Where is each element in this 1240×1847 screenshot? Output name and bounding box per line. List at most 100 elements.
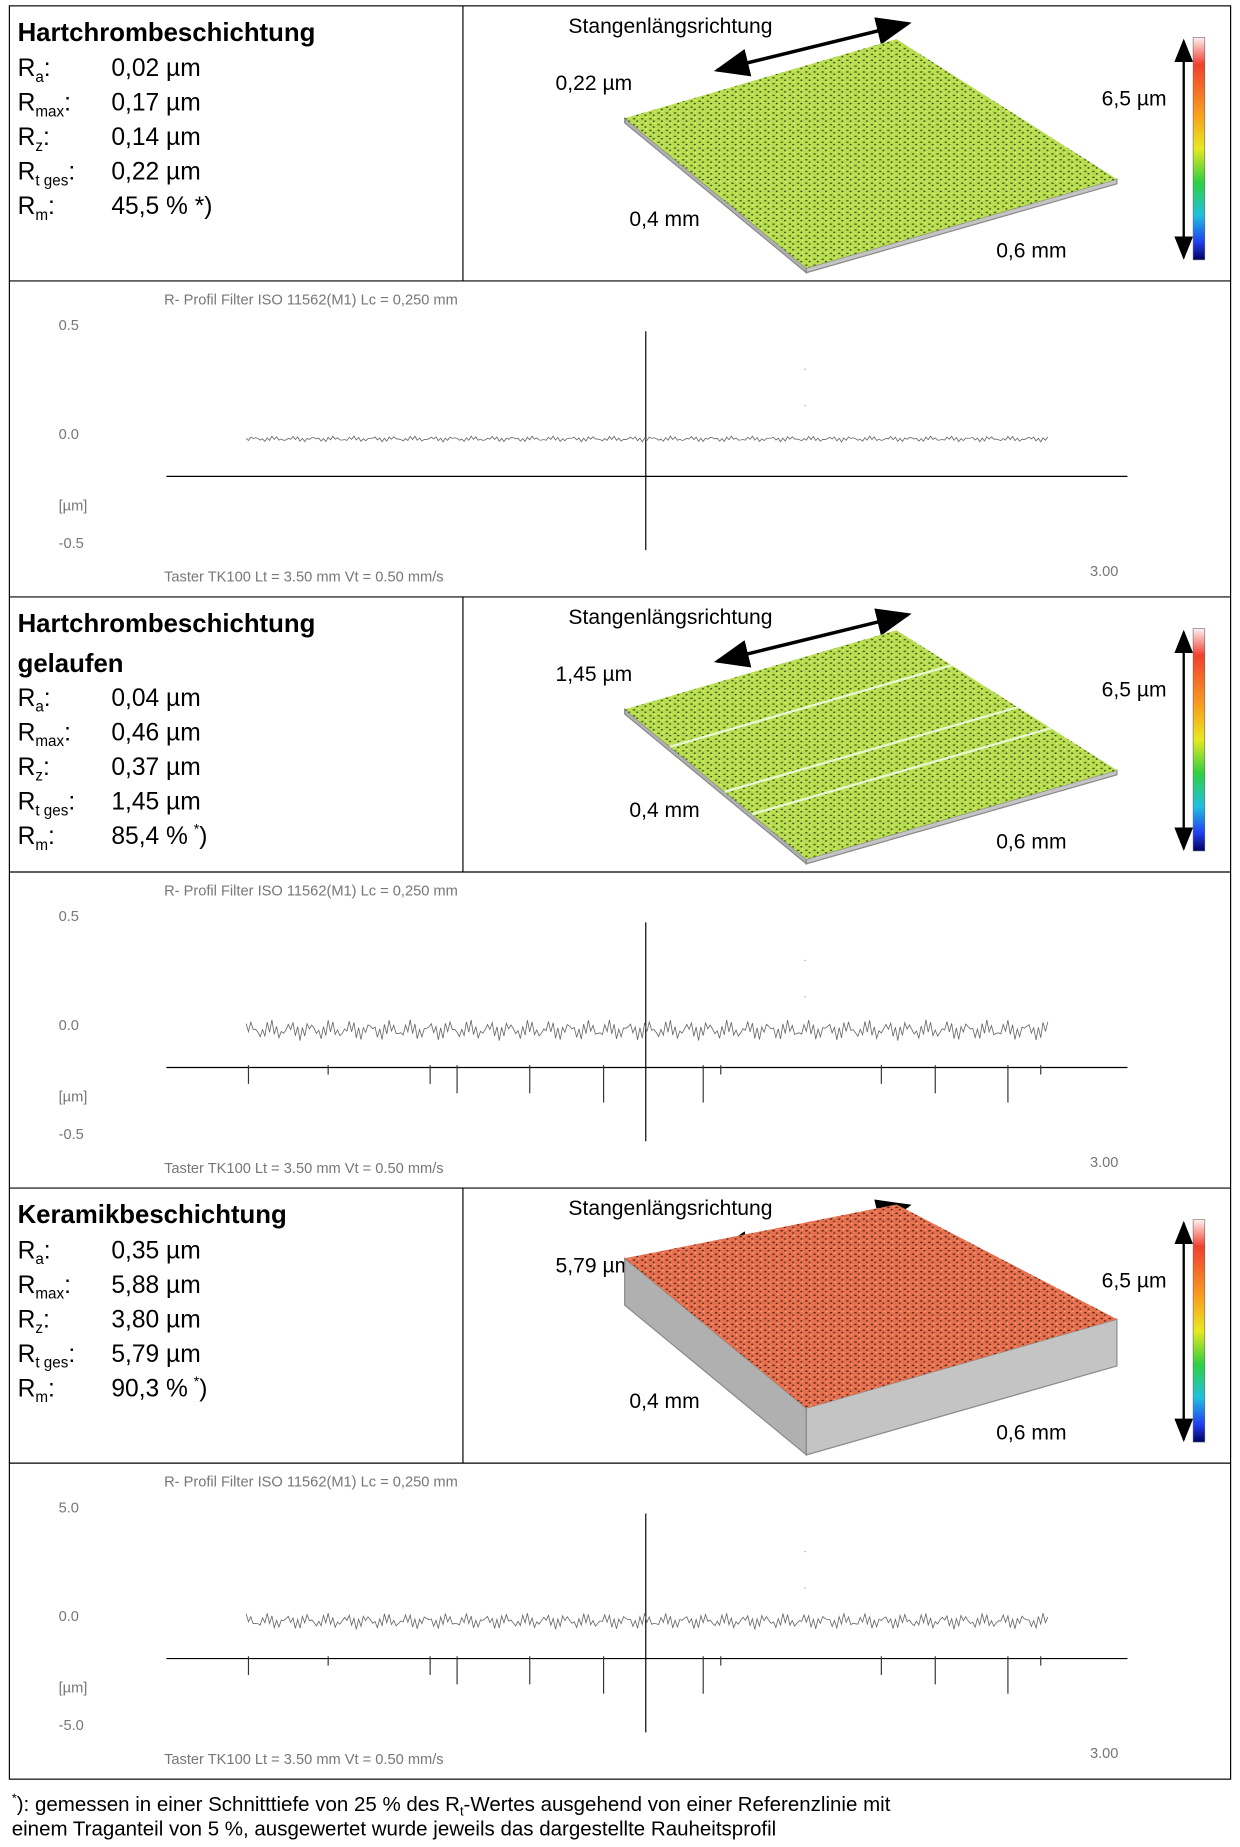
value: 90,3 % — [111, 1375, 188, 1402]
y-tick-label: [µm] — [59, 498, 88, 514]
param-value: 5,79 µm — [111, 1341, 200, 1368]
param-symbol: Rmax: — [18, 1272, 71, 1303]
footnote: einem Traganteil von 5 %, ausgewertet wu… — [12, 1817, 777, 1840]
param-value: 85,4 %*) — [111, 820, 207, 850]
surface — [625, 630, 1117, 859]
param-value: 0,35 µm — [111, 1237, 200, 1264]
param-symbol: Rt ges: — [18, 159, 76, 190]
y-tick-label: 0.0 — [59, 1018, 79, 1034]
colon: : — [48, 1375, 55, 1402]
profile-trace — [246, 1613, 1048, 1629]
profile-footer: Taster TK100 Lt = 3.50 mm Vt = 0.50 mm/s — [164, 570, 444, 586]
param-symbol: Ra: — [18, 55, 51, 86]
value: 0,04 µm — [111, 685, 200, 712]
param-symbol: Rz: — [18, 754, 50, 785]
param-symbol: Rmax: — [18, 90, 71, 121]
subscript: max — [35, 103, 64, 120]
colon: : — [64, 90, 71, 117]
length-label: 0,6 mm — [996, 1422, 1066, 1445]
section: Hartchrombeschichtung Ra: 0,02 µm Rmax: 0,17… — [9, 6, 1230, 586]
symbol: R — [18, 1341, 36, 1368]
param-symbol: Rmax: — [18, 719, 71, 750]
param-value: 5,88 µm — [111, 1272, 200, 1299]
profile-header: R- Profil Filter ISO 11562(M1) Lc = 0,25… — [164, 292, 458, 308]
param-value: 0,02 µm — [111, 55, 200, 82]
profile-end: 3.00 — [1090, 1155, 1118, 1171]
symbol: R — [18, 1306, 36, 1333]
close: ) — [199, 1375, 207, 1402]
value: 3,80 µm — [111, 1306, 200, 1333]
profile-header: R- Profil Filter ISO 11562(M1) Lc = 0,25… — [164, 1475, 458, 1491]
width-label: 0,4 mm — [629, 799, 699, 822]
color-bar — [1193, 37, 1205, 259]
colon: : — [48, 823, 55, 850]
symbol: R — [18, 685, 36, 712]
direction-label: Stangenlängsrichtung — [568, 1197, 772, 1220]
y-tick-label: 0.0 — [59, 427, 79, 443]
symbol: R — [18, 55, 36, 82]
color-bar — [1193, 1220, 1205, 1442]
colon: : — [43, 1306, 50, 1333]
colon: : — [43, 124, 50, 151]
y-tick-label: 0.0 — [59, 1609, 79, 1625]
value: 5,79 µm — [111, 1341, 200, 1368]
profile-end: 3.00 — [1090, 1746, 1118, 1762]
param-symbol: Rt ges: — [18, 788, 76, 819]
param-value: 3,80 µm — [111, 1306, 200, 1333]
section-title: Hartchrombeschichtung — [18, 610, 316, 638]
y-tick-label: 0.5 — [59, 318, 79, 334]
y-tick-label: -0.5 — [59, 1127, 84, 1143]
profile-end: 3.00 — [1090, 564, 1118, 580]
height-label: 5,79 µm — [556, 1254, 633, 1277]
profile-footer: Taster TK100 Lt = 3.50 mm Vt = 0.50 mm/s — [164, 1752, 444, 1768]
y-tick-label: 0.5 — [59, 909, 79, 925]
y-tick-label: [µm] — [59, 1089, 88, 1105]
symbol: R — [18, 90, 36, 117]
page: Hartchrombeschichtung Ra: 0,02 µm Rmax: 0,17… — [0, 0, 1240, 1847]
subscript: m — [35, 207, 48, 224]
param-value: 0,22 µm — [111, 159, 200, 186]
symbol: R — [18, 1237, 36, 1264]
param-value: 90,3 %*) — [111, 1373, 207, 1403]
param-value: 0,37 µm — [111, 754, 200, 781]
height-label: 1,45 µm — [556, 663, 633, 686]
param-value: 0,17 µm — [111, 90, 200, 117]
symbol: R — [18, 159, 36, 186]
length-label: 0,6 mm — [996, 831, 1066, 854]
symbol: R — [18, 719, 36, 746]
profile-footer: Taster TK100 Lt = 3.50 mm Vt = 0.50 mm/s — [164, 1161, 444, 1177]
param-symbol: Rt ges: — [18, 1341, 76, 1372]
colon: : — [64, 719, 71, 746]
subscript: z — [35, 138, 43, 155]
color-bar — [1193, 629, 1205, 851]
document: Hartchrombeschichtung Ra: 0,02 µm Rmax: 0,17… — [0, 0, 1240, 1847]
param-value: 0,04 µm — [111, 685, 200, 712]
y-tick-label: [µm] — [59, 1681, 88, 1697]
param-value: 45,5 % *) — [111, 193, 212, 220]
value: 5,88 µm — [111, 1272, 200, 1299]
colon: : — [48, 193, 55, 220]
colon: : — [44, 685, 51, 712]
value: 0,22 µm — [111, 159, 200, 186]
symbol: R — [18, 788, 36, 815]
colon: : — [64, 1272, 71, 1299]
param-symbol: Rm: — [18, 1375, 55, 1406]
value: 0,37 µm — [111, 754, 200, 781]
subscript: max — [35, 733, 64, 750]
param-value: 0,46 µm — [111, 719, 200, 746]
param-value: 0,14 µm — [111, 124, 200, 151]
param-value: 1,45 µm — [111, 788, 200, 815]
value: 0,14 µm — [111, 124, 200, 151]
symbol: R — [18, 124, 36, 151]
scale-label: 6,5 µm — [1102, 87, 1167, 110]
surface — [625, 39, 1117, 268]
subscript: m — [35, 1389, 48, 1406]
section: HartchrombeschichtunggelaufenRa:0,04 µmR… — [9, 597, 1230, 1177]
direction-label: Stangenlängsrichtung — [568, 15, 772, 38]
value: 85,4 % — [111, 823, 188, 850]
param-symbol: Rm: — [18, 193, 55, 224]
section-title: Hartchrombeschichtung — [18, 19, 316, 47]
colon: : — [44, 1237, 51, 1264]
param-symbol: Rz: — [18, 124, 50, 155]
length-label: 0,6 mm — [996, 240, 1066, 263]
